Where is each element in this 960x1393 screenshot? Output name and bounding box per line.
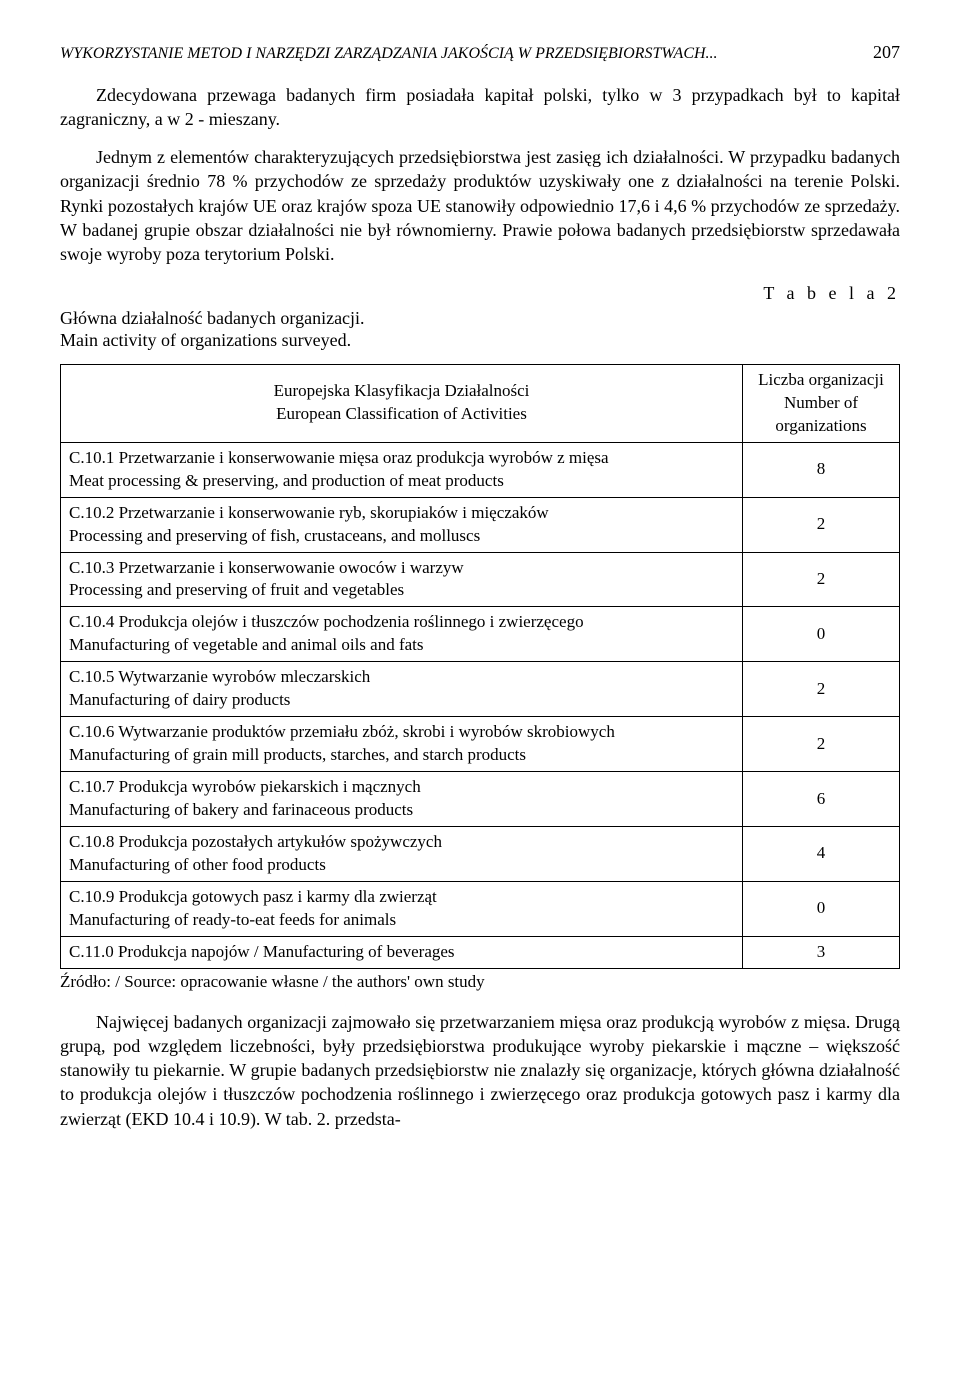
- activity-en: Manufacturing of bakery and farinaceous …: [69, 799, 734, 822]
- activity-cell: C.10.6 Wytwarzanie produktów przemiału z…: [61, 717, 743, 772]
- activity-en: Manufacturing of dairy products: [69, 689, 734, 712]
- table-row: C.10.4 Produkcja olejów i tłuszczów poch…: [61, 607, 900, 662]
- activity-cell: C.10.5 Wytwarzanie wyrobów mleczarskich …: [61, 662, 743, 717]
- paragraph-3: Najwięcej badanych organizacji zajmowało…: [60, 1010, 900, 1131]
- activity-table: Europejska Klasyfikacja Działalności Eur…: [60, 364, 900, 969]
- count-cell: 0: [743, 607, 900, 662]
- table-caption: T a b e l a 2 Główna działalność badanyc…: [60, 281, 900, 352]
- activity-pl: C.10.2 Przetwarzanie i konserwowanie ryb…: [69, 502, 734, 525]
- table-header-count: Liczba organizacji Number of organizatio…: [743, 364, 900, 442]
- count-cell: 2: [743, 497, 900, 552]
- activity-en: Manufacturing of grain mill products, st…: [69, 744, 734, 767]
- table-header-row: Europejska Klasyfikacja Działalności Eur…: [61, 364, 900, 442]
- header-count-en: Number of organizations: [751, 392, 891, 438]
- header-activity-pl: Europejska Klasyfikacja Działalności: [69, 380, 734, 403]
- table-body: C.10.1 Przetwarzanie i konserwowanie mię…: [61, 442, 900, 968]
- header-count-pl: Liczba organizacji: [751, 369, 891, 392]
- activity-pl: C.10.1 Przetwarzanie i konserwowanie mię…: [69, 447, 734, 470]
- count-cell: 2: [743, 662, 900, 717]
- activity-en: Meat processing & preserving, and produc…: [69, 470, 734, 493]
- activity-pl: C.10.6 Wytwarzanie produktów przemiału z…: [69, 721, 734, 744]
- activity-en: Manufacturing of vegetable and animal oi…: [69, 634, 734, 657]
- activity-cell: C.11.0 Produkcja napojów / Manufacturing…: [61, 936, 743, 968]
- table-row: C.10.7 Produkcja wyrobów piekarskich i m…: [61, 772, 900, 827]
- count-cell: 0: [743, 881, 900, 936]
- table-row: C.10.6 Wytwarzanie produktów przemiału z…: [61, 717, 900, 772]
- activity-pl: C.10.5 Wytwarzanie wyrobów mleczarskich: [69, 666, 734, 689]
- activity-cell: C.10.8 Produkcja pozostałych artykułów s…: [61, 826, 743, 881]
- activity-cell: C.10.7 Produkcja wyrobów piekarskich i m…: [61, 772, 743, 827]
- table-source: Źródło: / Source: opracowanie własne / t…: [60, 971, 900, 994]
- paragraph-2: Jednym z elementów charakteryzujących pr…: [60, 145, 900, 266]
- activity-en: Manufacturing of ready-to-eat feeds for …: [69, 909, 734, 932]
- count-cell: 2: [743, 552, 900, 607]
- count-cell: 6: [743, 772, 900, 827]
- table-row: C.10.8 Produkcja pozostałych artykułów s…: [61, 826, 900, 881]
- table-row: C.10.2 Przetwarzanie i konserwowanie ryb…: [61, 497, 900, 552]
- table-row: C.10.5 Wytwarzanie wyrobów mleczarskich …: [61, 662, 900, 717]
- activity-pl: C.11.0 Produkcja napojów / Manufacturing…: [69, 941, 734, 964]
- count-cell: 8: [743, 442, 900, 497]
- header-activity-en: European Classification of Activities: [69, 403, 734, 426]
- count-cell: 3: [743, 936, 900, 968]
- running-title: WYKORZYSTANIE METOD I NARZĘDZI ZARZĄDZAN…: [60, 43, 718, 65]
- activity-cell: C.10.4 Produkcja olejów i tłuszczów poch…: [61, 607, 743, 662]
- activity-pl: C.10.8 Produkcja pozostałych artykułów s…: [69, 831, 734, 854]
- activity-cell: C.10.1 Przetwarzanie i konserwowanie mię…: [61, 442, 743, 497]
- activity-cell: C.10.9 Produkcja gotowych pasz i karmy d…: [61, 881, 743, 936]
- activity-pl: C.10.9 Produkcja gotowych pasz i karmy d…: [69, 886, 734, 909]
- table-caption-pl: Główna działalność badanych organizacji.: [60, 307, 900, 330]
- count-cell: 2: [743, 717, 900, 772]
- table-row: C.10.9 Produkcja gotowych pasz i karmy d…: [61, 881, 900, 936]
- table-label: T a b e l a 2: [60, 281, 900, 305]
- activity-pl: C.10.4 Produkcja olejów i tłuszczów poch…: [69, 611, 734, 634]
- running-header: WYKORZYSTANIE METOD I NARZĘDZI ZARZĄDZAN…: [60, 40, 900, 65]
- table-row: C.11.0 Produkcja napojów / Manufacturing…: [61, 936, 900, 968]
- count-cell: 4: [743, 826, 900, 881]
- paragraph-1: Zdecydowana przewaga badanych firm posia…: [60, 83, 900, 132]
- table-header-activity: Europejska Klasyfikacja Działalności Eur…: [61, 364, 743, 442]
- activity-cell: C.10.3 Przetwarzanie i konserwowanie owo…: [61, 552, 743, 607]
- table-caption-en: Main activity of organizations surveyed.: [60, 329, 900, 352]
- page-number: 207: [873, 40, 900, 64]
- table-row: C.10.1 Przetwarzanie i konserwowanie mię…: [61, 442, 900, 497]
- activity-pl: C.10.7 Produkcja wyrobów piekarskich i m…: [69, 776, 734, 799]
- table-row: C.10.3 Przetwarzanie i konserwowanie owo…: [61, 552, 900, 607]
- activity-en: Processing and preserving of fish, crust…: [69, 525, 734, 548]
- activity-en: Manufacturing of other food products: [69, 854, 734, 877]
- activity-en: Processing and preserving of fruit and v…: [69, 579, 734, 602]
- activity-pl: C.10.3 Przetwarzanie i konserwowanie owo…: [69, 557, 734, 580]
- activity-cell: C.10.2 Przetwarzanie i konserwowanie ryb…: [61, 497, 743, 552]
